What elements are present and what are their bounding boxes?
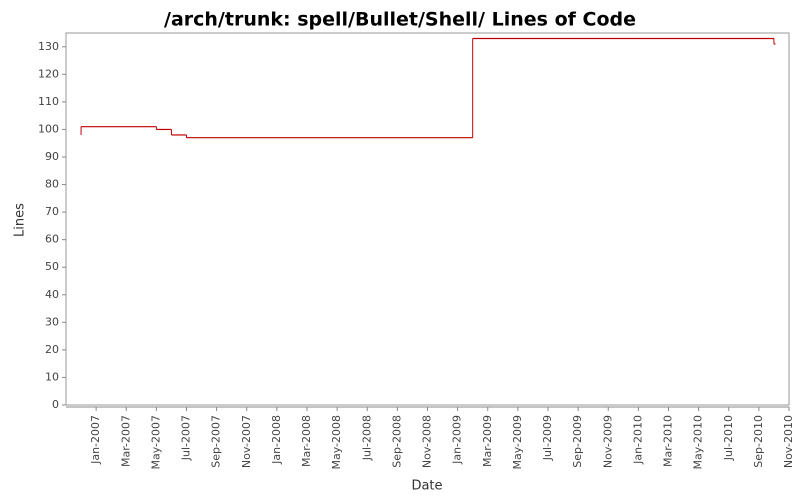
y-tick-label: 30 [45, 315, 59, 328]
x-tick-label: Nov-2010 [782, 415, 795, 468]
x-tick-label: Sep-2007 [210, 415, 223, 468]
x-tick-label: Mar-2007 [119, 415, 132, 467]
y-tick-label: 0 [52, 398, 59, 411]
y-tick-label: 20 [45, 343, 59, 356]
x-tick-label: Jan-2008 [270, 415, 283, 465]
y-tick-label: 100 [38, 122, 59, 135]
x-tick-label: Jul-2010 [722, 415, 735, 461]
x-tick-label: May-2009 [511, 415, 524, 470]
x-tick-label: Jan-2010 [631, 415, 644, 465]
y-tick-label: 90 [45, 150, 59, 163]
chart-title: /arch/trunk: spell/Bullet/Shell/ Lines o… [164, 9, 636, 31]
plot-area [65, 32, 790, 406]
x-tick-label: May-2010 [692, 415, 705, 470]
y-tick-label: 110 [38, 95, 59, 108]
y-tick-label: 130 [38, 40, 59, 53]
x-tick-label: May-2007 [149, 415, 162, 470]
x-tick-label: Mar-2008 [300, 415, 313, 467]
y-tick-label: 10 [45, 370, 59, 383]
x-tick-label: Jul-2009 [541, 415, 554, 461]
x-tick-label: Jan-2007 [89, 415, 102, 465]
x-tick-label: Mar-2009 [481, 415, 494, 467]
x-axis-label: Date [411, 479, 442, 494]
x-tick-label: Mar-2010 [662, 415, 675, 467]
x-tick-label: Jan-2009 [451, 415, 464, 465]
x-tick-label: Nov-2007 [240, 415, 253, 468]
y-tick-label: 120 [38, 67, 59, 80]
x-tick-label: Nov-2009 [601, 415, 614, 468]
x-tick-label: Sep-2008 [390, 415, 403, 468]
y-tick-label: 70 [45, 205, 59, 218]
x-tick-label: Nov-2008 [421, 415, 434, 468]
x-tick-label: Jul-2008 [360, 415, 373, 461]
x-tick-label: Jul-2007 [180, 415, 193, 461]
x-tick-label: Sep-2009 [571, 415, 584, 468]
y-tick-label: 60 [45, 233, 59, 246]
y-axis-label: Lines [13, 203, 28, 237]
x-tick-label: Sep-2010 [752, 415, 765, 468]
x-tick-label: May-2008 [330, 415, 343, 470]
y-tick-label: 50 [45, 260, 59, 273]
y-tick-label: 80 [45, 178, 59, 191]
y-tick-label: 40 [45, 288, 59, 301]
